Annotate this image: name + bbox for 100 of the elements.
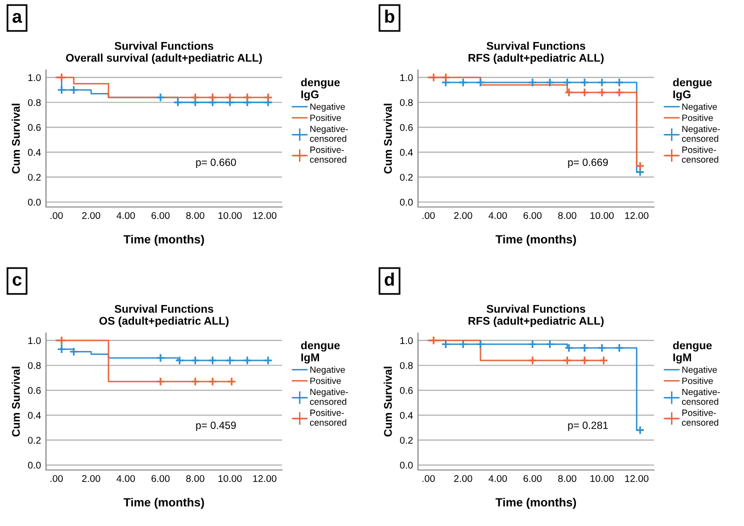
legend-title: dengue IgG (673, 78, 712, 101)
legend-label: Negative (310, 366, 345, 375)
point (564, 88, 574, 98)
legend-title: dengue IgM (673, 341, 712, 364)
y-tick-label: 0.0 (28, 198, 41, 206)
x-tick-label: 12.00 (253, 212, 276, 219)
y-tick-label: 0.2 (400, 174, 413, 181)
y-tick-label: 0.6 (28, 124, 41, 131)
y-tick-label: 0.6 (28, 387, 41, 394)
y-tick-label: 0.6 (400, 387, 413, 394)
y-tick-label: 0.0 (400, 462, 413, 469)
y-tick-label: 0.2 (400, 436, 413, 444)
point (458, 78, 468, 88)
point (528, 78, 538, 88)
x-tick-label: 10.00 (218, 475, 242, 482)
point (156, 376, 166, 386)
x-tick-label: 10.00 (218, 212, 242, 219)
point (635, 161, 645, 171)
point (528, 340, 538, 349)
y-tick-label: 1.0 (400, 74, 413, 82)
x-tick-label: 12.00 (625, 475, 648, 482)
legend-label: Positive (310, 114, 341, 122)
x-tick-label: 8.00 (558, 475, 576, 482)
point (458, 340, 468, 349)
point (597, 78, 607, 88)
point (580, 78, 590, 88)
point (225, 92, 235, 102)
point (580, 343, 590, 353)
y-tick-label: 0.2 (28, 174, 41, 181)
x-axis-title: Time (months) (124, 234, 204, 246)
x-tick-label: 12.00 (253, 475, 276, 482)
point (545, 78, 555, 88)
legend-label: Negative- censored (310, 126, 348, 142)
x-tick-label: 2.00 (454, 475, 472, 482)
point (441, 72, 450, 82)
y-axis-title: Cum Survival (384, 366, 392, 437)
point (597, 88, 607, 98)
chart-title: Survival Functions OS (adult+pediatric ALL) (99, 304, 229, 327)
point (156, 353, 166, 363)
point (562, 356, 572, 366)
y-axis-title: Cum Survival (384, 104, 392, 174)
point (564, 343, 574, 353)
point (225, 356, 235, 366)
point (562, 78, 572, 88)
point (156, 92, 166, 102)
x-tick-label: 2.00 (82, 212, 100, 219)
point (614, 78, 624, 88)
legend-title: dengue IgG (301, 78, 340, 101)
text: a (12, 12, 22, 23)
annotation: p= 0.669 (568, 158, 608, 168)
x-tick-label: 6.00 (152, 212, 170, 219)
x-tick-label: 6.00 (152, 475, 170, 482)
point (208, 376, 218, 386)
legend-label: Negative (682, 366, 717, 375)
point (69, 347, 78, 356)
text: d (384, 272, 394, 286)
x-tick-label: 12.00 (625, 212, 648, 219)
legend-label: Positive- censored (310, 146, 346, 163)
y-axis-title: Cum Survival (12, 104, 20, 174)
point (614, 343, 624, 353)
legend-label: Positive (682, 377, 713, 384)
legend-title: dengue IgM (301, 341, 340, 364)
point (242, 92, 252, 102)
point (56, 85, 66, 95)
annotation: p= 0.281 (568, 422, 608, 432)
point (528, 356, 538, 366)
point (635, 426, 645, 435)
x-tick-label: 4.00 (488, 212, 507, 219)
y-tick-label: 0.4 (28, 148, 41, 156)
x-tick-label: 2.00 (454, 212, 472, 219)
y-tick-label: 1.0 (400, 337, 413, 344)
x-tick-label: .00 (50, 212, 63, 219)
legend-label: Positive- censored (310, 409, 346, 426)
point (597, 343, 607, 353)
y-tick-label: 0.4 (28, 412, 41, 419)
y-tick-label: 0.8 (28, 99, 41, 106)
text: b (385, 10, 394, 23)
legend-label: Positive- censored (682, 409, 718, 426)
y-tick-label: 0.4 (400, 412, 413, 419)
point (242, 356, 252, 366)
x-axis-title: Time (months) (124, 498, 204, 509)
x-tick-label: 8.00 (186, 212, 204, 219)
point (227, 376, 236, 386)
x-tick-label: 10.00 (590, 212, 614, 219)
point (263, 356, 273, 366)
annotation: p= 0.459 (196, 422, 236, 432)
legend-label: Negative- censored (682, 388, 720, 405)
point (441, 340, 450, 349)
point (69, 85, 78, 95)
y-tick-label: 0.6 (400, 124, 413, 131)
x-tick-label: 10.00 (590, 475, 614, 482)
x-tick-label: 8.00 (558, 212, 576, 219)
point (174, 356, 184, 366)
point (190, 376, 200, 386)
annotation: p= 0.660 (196, 158, 236, 168)
point (580, 88, 590, 98)
text: c (12, 276, 22, 286)
y-tick-label: 1.0 (28, 74, 41, 82)
y-axis-title: Cum Survival (12, 366, 20, 437)
point (580, 356, 590, 366)
